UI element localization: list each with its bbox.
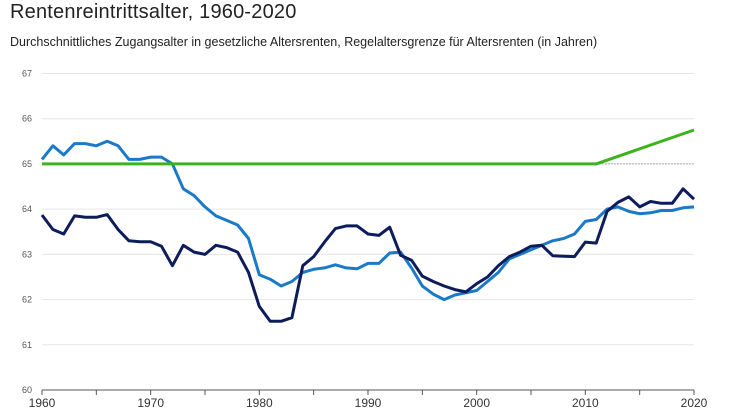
x-axis: 1960 1970 1980 1990 2000 2010 2020 [29, 389, 708, 410]
series-line-3 [42, 128, 695, 166]
chart-subtitle: Durchschnittliches Zugangsalter in geset… [10, 35, 598, 49]
x-tick-label: 2000 [463, 396, 490, 410]
y-tick-label: 64 [22, 204, 32, 214]
x-tick-label: 1970 [137, 396, 164, 410]
y-tick-label: 63 [22, 249, 32, 259]
y-tick-label: 67 [22, 69, 32, 79]
y-tick-label: 61 [22, 340, 32, 350]
y-tick-label: 66 [22, 114, 32, 124]
y-tick-label: 65 [22, 159, 32, 169]
series-line-2 [40, 187, 696, 323]
x-tick-label: 2010 [572, 396, 599, 410]
x-tick-label: 1960 [29, 396, 56, 410]
y-tick-label: 62 [22, 295, 32, 305]
series-line-1 [40, 139, 695, 302]
y-axis: 60 61 62 63 64 65 66 67 [22, 69, 32, 396]
x-tick-label: 1990 [355, 396, 382, 410]
x-tick-label: 2020 [681, 396, 708, 410]
grid [42, 73, 694, 346]
y-tick-label: 60 [22, 385, 32, 395]
x-tick-label: 1980 [246, 396, 273, 410]
series-lines [40, 128, 696, 323]
chart-title: Rentenreintrittsalter, 1960-2020 [10, 1, 297, 23]
